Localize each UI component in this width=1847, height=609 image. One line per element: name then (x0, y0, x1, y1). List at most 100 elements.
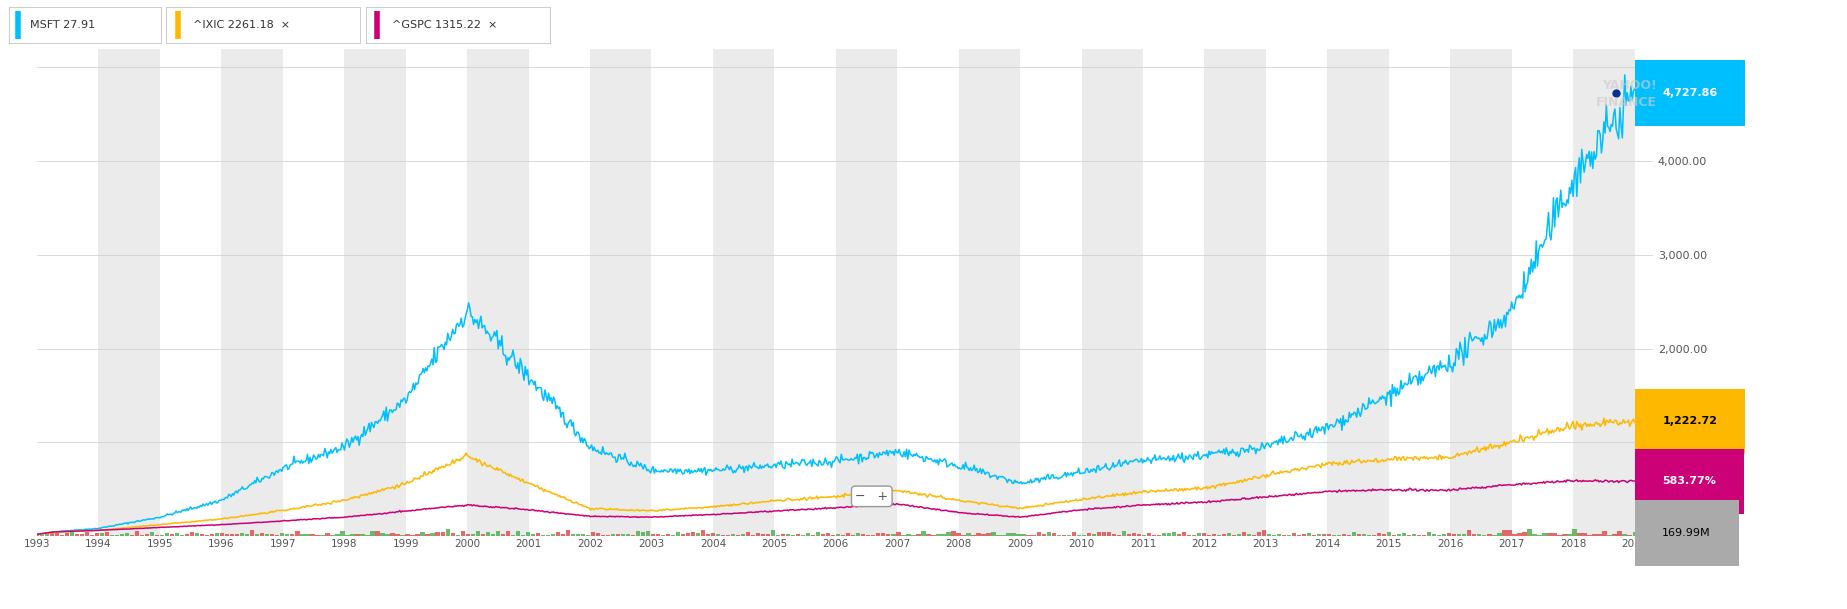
Bar (1188, 535, 1191, 536)
Bar (1328, 49, 1389, 536)
Bar (822, 534, 826, 536)
Bar (942, 533, 946, 536)
Bar (91, 535, 94, 536)
Bar (1182, 532, 1186, 536)
Bar (1132, 533, 1136, 536)
Bar (1577, 533, 1581, 536)
Bar (1393, 535, 1396, 536)
Bar (1153, 535, 1156, 536)
Bar (320, 535, 325, 536)
Bar (495, 531, 501, 536)
Bar (761, 534, 765, 536)
Bar (857, 533, 861, 536)
Bar (615, 534, 621, 536)
Bar (98, 49, 161, 536)
Bar (1317, 534, 1321, 536)
Bar (1367, 535, 1370, 536)
Bar (922, 531, 925, 536)
Bar (1147, 533, 1151, 536)
Bar (301, 534, 305, 536)
Bar (185, 534, 188, 536)
Bar (526, 532, 530, 536)
Bar (351, 533, 355, 536)
Bar (35, 534, 39, 536)
Bar (1162, 533, 1165, 536)
Bar (911, 535, 916, 536)
Bar (196, 533, 199, 536)
Bar (972, 535, 975, 536)
Bar (126, 533, 129, 536)
Bar (916, 535, 920, 536)
Bar (491, 534, 495, 536)
Bar (231, 533, 235, 536)
Bar (831, 535, 835, 536)
Bar (851, 535, 855, 536)
Bar (866, 535, 870, 536)
Bar (440, 532, 445, 536)
Bar (887, 534, 890, 536)
Bar (1478, 534, 1481, 536)
Bar (667, 533, 670, 536)
Bar (190, 532, 194, 536)
Bar (611, 534, 615, 536)
Bar (331, 535, 334, 536)
Bar (752, 535, 755, 536)
Bar (1217, 535, 1221, 536)
Bar (846, 533, 850, 536)
Bar (770, 530, 776, 536)
Bar (731, 534, 735, 536)
Bar (996, 535, 1001, 536)
Bar (1387, 532, 1391, 536)
Bar (1343, 534, 1346, 536)
Bar (310, 534, 314, 536)
Bar (896, 532, 901, 536)
Bar (214, 533, 220, 536)
Bar (1121, 532, 1127, 536)
Bar (872, 535, 875, 536)
Bar (111, 535, 115, 536)
Bar (1448, 533, 1452, 536)
Bar (720, 535, 726, 536)
Bar (881, 533, 885, 536)
Bar (1572, 529, 1577, 536)
Bar (170, 534, 174, 536)
Bar (255, 534, 259, 536)
Bar (713, 49, 774, 536)
Bar (284, 534, 290, 536)
Text: ^GSPC 1315.22  ×: ^GSPC 1315.22 × (392, 20, 497, 30)
Bar (1378, 533, 1382, 536)
Bar (1276, 534, 1282, 536)
Bar (837, 49, 898, 536)
Bar (1587, 535, 1592, 536)
Bar (702, 529, 706, 536)
Bar (1197, 533, 1201, 536)
Bar (76, 534, 79, 536)
Bar (565, 530, 571, 536)
Bar (959, 49, 1020, 536)
Bar (465, 534, 469, 536)
Bar (1082, 49, 1143, 536)
Bar (1483, 535, 1487, 536)
Bar (44, 532, 50, 536)
Bar (220, 532, 223, 536)
Bar (591, 532, 595, 536)
Bar (510, 535, 515, 536)
Bar (199, 533, 205, 536)
Bar (661, 535, 665, 536)
Bar (826, 533, 831, 536)
Bar (1407, 535, 1411, 536)
Bar (576, 534, 580, 536)
Bar (1171, 532, 1177, 536)
Bar (1372, 535, 1376, 536)
Bar (1498, 533, 1502, 536)
Bar (1574, 49, 1635, 536)
Bar (682, 533, 685, 536)
Bar (735, 535, 741, 536)
Bar (345, 535, 349, 536)
Bar (70, 532, 74, 536)
Bar (992, 532, 996, 536)
Bar (1563, 534, 1566, 536)
Bar (1492, 535, 1496, 536)
Bar (94, 533, 100, 536)
Bar (545, 535, 550, 536)
